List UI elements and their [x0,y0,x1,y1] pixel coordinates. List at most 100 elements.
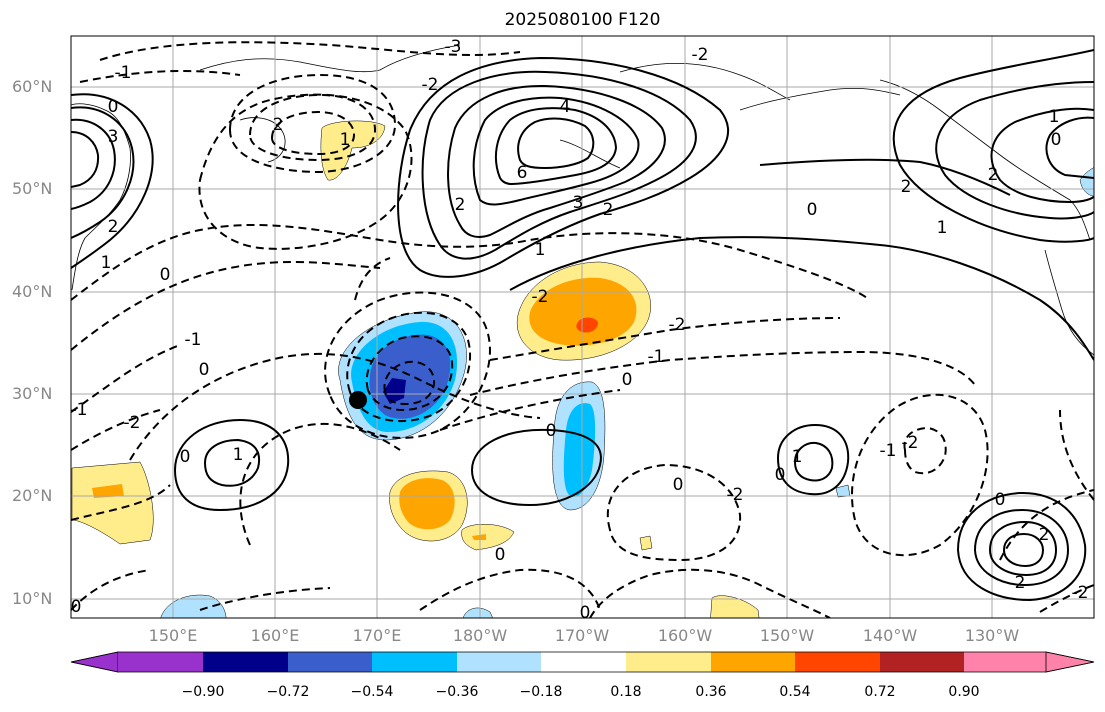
colorbar-tick-label: 0.54 [779,684,811,700]
positive-anomaly-core [472,534,486,540]
contour-label: 0 [160,265,171,285]
contour-label: 1 [1049,107,1060,127]
contour-label: -1 [71,400,88,420]
lat-label: 30°N [12,384,53,403]
lon-label: 160°E [250,626,300,645]
colorbar-left-extension [70,651,119,673]
contour-label: -2 [727,485,744,505]
positive-anomaly-core [529,277,637,346]
contour-label: -2 [1072,583,1089,603]
storm-center-marker [349,391,367,409]
colorbar-segment [118,652,203,672]
contour-label: 0 [1051,130,1062,150]
extreme-negative-anomaly [383,378,406,404]
colorbar-tick-label: 0.72 [864,684,896,700]
contour-label: 2 [108,217,119,237]
chart-title: 2025080100 F120 [504,10,661,30]
lon-label: 130°W [964,626,1020,645]
contour-label: -1 [648,347,665,367]
colorbar-tick-label: 0.36 [695,684,727,700]
contour-label: 0 [673,475,684,495]
contour-label: 2 [1015,573,1026,593]
colorbar-tick-label: −0.54 [350,684,394,700]
contour-label: 1 [535,240,546,260]
colorbar-tick-label: −0.18 [519,684,563,700]
contour-label: 0 [108,97,119,117]
negative-anomaly-region [462,607,494,618]
contour-label: -1 [880,441,897,461]
contour-label: 2 [901,177,912,197]
lon-label: 170°E [352,626,402,645]
contour-label: 2 [455,195,466,215]
colorbar [70,651,1095,673]
colorbar-tick-label: 0.18 [610,684,642,700]
contour-label: 2 [988,165,999,185]
contour-label: 1 [937,218,948,238]
lon-label: 160°W [657,626,713,645]
colorbar-segment [457,652,541,672]
colorbar-segment [795,652,880,672]
positive-anomaly-core [399,478,455,530]
contour-label: 0 [580,603,591,623]
contour-label: 3 [573,193,584,213]
colorbar-segment [711,652,795,672]
positive-contours [71,49,1094,602]
colorbar-segment [626,652,711,672]
positive-anomaly-region [461,524,515,551]
contour-label: 1 [101,253,112,273]
colorbar-segment [288,652,372,672]
map-plot-area: 0 3 2 1 0 2 1 -1 -2 -3 -2 4 6 3 2 1 2 0 … [71,36,1094,623]
lon-label: 170°W [554,626,610,645]
contour-label: 0 [199,360,210,380]
contour-label: -2 [692,45,709,65]
contour-label: -2 [422,75,439,95]
colorbar-segment [880,652,964,672]
coastlines [71,44,1094,356]
positive-anomaly-region [710,595,760,618]
contour-label: 4 [560,97,571,117]
colorbar-right-extension [1045,651,1095,673]
lat-label: 10°N [12,589,53,608]
contour-label: 0 [180,447,191,467]
lon-label: 150°E [148,626,198,645]
contour-label: 0 [775,465,786,485]
contour-label: 2 [273,115,284,135]
contour-label: -2 [902,433,919,453]
contour-label: -2 [532,287,549,307]
positive-anomaly-core [92,484,124,498]
lon-label: 180°W [452,626,508,645]
contour-label: -2 [124,413,141,433]
positive-anomaly-region [320,120,386,181]
lon-label: 150°W [759,626,815,645]
contour-label: 0 [807,200,818,220]
contour-label: -2 [669,315,686,335]
contour-label: 0 [495,545,506,565]
contour-label: -1 [115,63,132,83]
colorbar-outline [70,651,1095,673]
negative-contours [71,41,1094,618]
contour-label: 2 [1039,525,1050,545]
contour-label: 2 [603,200,614,220]
contour-label: 6 [517,163,528,183]
lat-label: 50°N [12,179,53,198]
positive-anomaly-region [71,461,154,545]
colorbar-segment [541,652,626,672]
colorbar-segment [964,652,1046,672]
contour-label: 1 [340,130,351,150]
map-frame [70,35,1095,619]
contour-label: -1 [185,330,202,350]
colorbar-tick-label: −0.90 [181,684,225,700]
positive-anomaly-region [639,535,653,551]
contour-labels: 0 3 2 1 0 2 1 -1 -2 -3 -2 4 6 3 2 1 2 0 … [71,37,1089,623]
negative-anomaly-region [160,594,227,618]
contour-label: 1 [233,445,244,465]
negative-anomaly-core [563,403,596,497]
contour-label: 0 [546,421,557,441]
lon-label: 140°W [862,626,918,645]
colorbar-segment [203,652,288,672]
lat-label: 40°N [12,282,53,301]
colorbar-tick-label: 0.90 [948,684,980,700]
lat-label: 20°N [12,486,53,505]
contour-label: 0 [622,370,633,390]
